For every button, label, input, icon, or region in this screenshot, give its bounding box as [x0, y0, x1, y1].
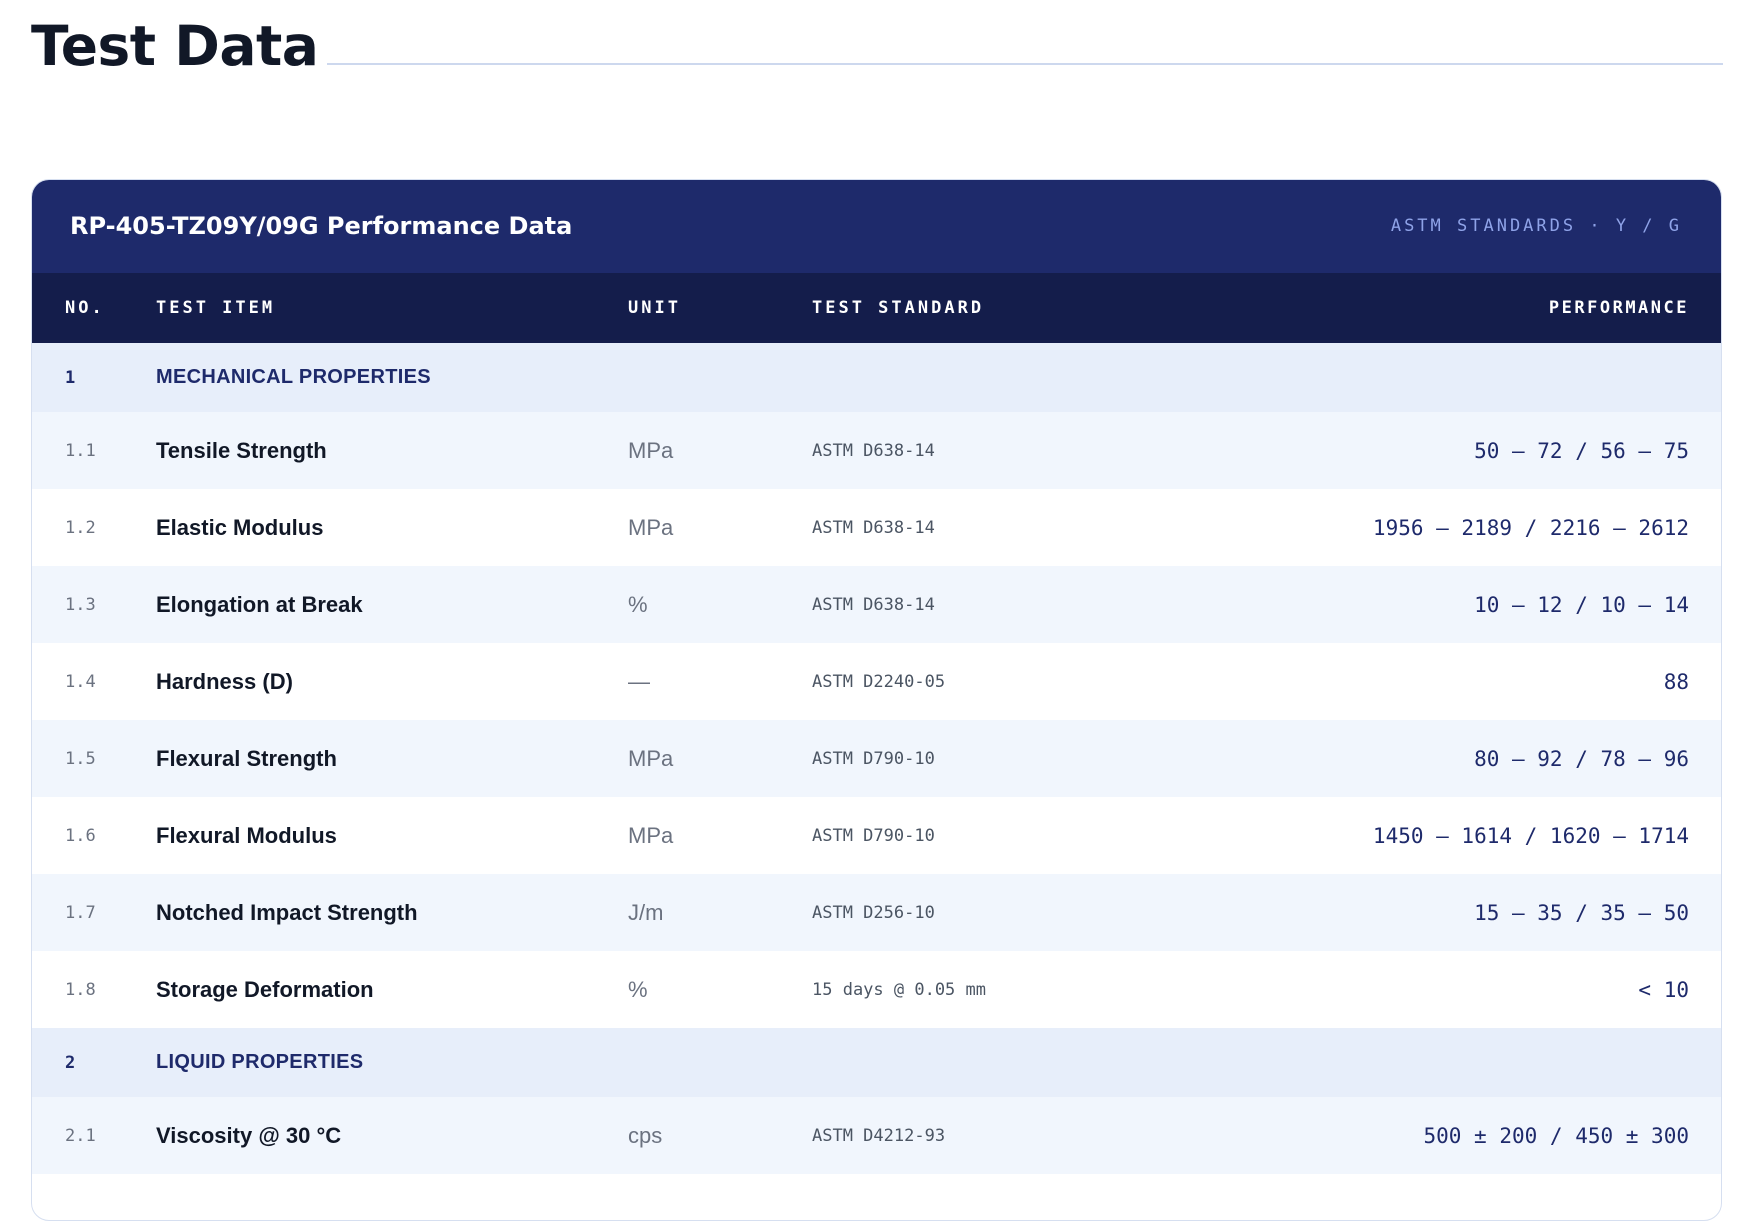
standards-tag: ASTM STANDARDS · Y / G: [1390, 216, 1682, 236]
unit-value: MPa: [628, 437, 674, 463]
row-number: 1.1: [65, 440, 96, 461]
table-row: 1.4 Hardness (D) — ASTM D2240-05 88: [32, 643, 1721, 720]
test-standard-value: 15 days @ 0.05 mm: [812, 979, 986, 1000]
column-header-test-item[interactable]: TEST ITEM: [156, 298, 276, 318]
section-row: 2 LIQUID PROPERTIES: [32, 1028, 1721, 1097]
table-row: 1.1 Tensile Strength MPa ASTM D638-14 50 – 7…: [32, 412, 1721, 489]
row-number: 1.7: [65, 902, 96, 923]
test-standard-value: ASTM D256-10: [812, 902, 935, 923]
test-standard-value: ASTM D4212-93: [812, 1125, 946, 1146]
performance-data-card: RP-405-TZ09Y/09G Performance Data ASTM S…: [31, 179, 1722, 1221]
table-row: 1.7 Notched Impact Strength J/m ASTM D256-1…: [32, 874, 1721, 951]
column-header-performance[interactable]: PERFORMANCE: [1548, 298, 1689, 318]
unit-value: %: [628, 591, 648, 617]
unit-value: MPa: [628, 514, 674, 540]
column-header-test-standard[interactable]: TEST STANDARD: [812, 298, 985, 318]
card-header: RP-405-TZ09Y/09G Performance Data ASTM S…: [32, 180, 1721, 273]
test-item-name: Flexural Modulus: [156, 822, 337, 848]
row-number: 2.1: [65, 1125, 96, 1146]
performance-value: 10 – 12 / 10 – 14: [1474, 592, 1689, 617]
test-item-name: Elongation at Break: [156, 591, 363, 617]
test-item-name: Flexural Strength: [156, 745, 337, 771]
performance-table: NO. TEST ITEM UNIT TEST STANDARD PERFORM…: [32, 273, 1721, 1174]
table-body: 1 MECHANICAL PROPERTIES 1.1 Tensile Strengt…: [32, 343, 1721, 1174]
performance-value: 1450 – 1614 / 1620 – 1714: [1372, 823, 1689, 848]
column-header-no[interactable]: NO.: [65, 298, 105, 318]
table-row: 2.1 Viscosity @ 30 °C cps ASTM D4212-93 500 …: [32, 1097, 1721, 1174]
test-item-name: Hardness (D): [156, 668, 293, 694]
page-header: Test Data: [31, 14, 1723, 78]
test-standard-value: ASTM D638-14: [812, 594, 935, 615]
row-number: 1.8: [65, 979, 96, 1000]
row-number: 1.2: [65, 517, 96, 538]
table-row: 1.3 Elongation at Break% ASTM D638-14 10 – …: [32, 566, 1721, 643]
unit-value: —: [628, 668, 650, 694]
performance-value: 50 – 72 / 56 – 75: [1474, 438, 1689, 463]
table-header: NO. TEST ITEM UNIT TEST STANDARD PERFORM…: [32, 273, 1721, 343]
test-standard-value: ASTM D790-10: [812, 825, 935, 846]
section-title: MECHANICAL PROPERTIES: [156, 366, 431, 388]
row-number: 1.6: [65, 825, 96, 846]
table-row: 1.6 Flexural Modulus MPa ASTM D790-10 1450 –…: [32, 797, 1721, 874]
unit-value: cps: [628, 1122, 663, 1148]
performance-value: 1956 – 2189 / 2216 – 2612: [1372, 515, 1689, 540]
section-row: 1 MECHANICAL PROPERTIES: [32, 343, 1721, 412]
test-standard-value: ASTM D790-10: [812, 748, 935, 769]
card-title: RP-405-TZ09Y/09G Performance Data: [70, 212, 573, 240]
page-title: Test Data: [31, 14, 319, 78]
unit-value: MPa: [628, 822, 674, 848]
test-item-name: Elastic Modulus: [156, 514, 324, 540]
performance-value: 80 – 92 / 78 – 96: [1474, 746, 1689, 771]
test-item-name: Tensile Strength: [156, 437, 327, 463]
test-item-name: Viscosity @ 30 °C: [156, 1122, 342, 1148]
table-row: 1.2 Elastic Modulus MPa ASTM D638-14 1956 – …: [32, 489, 1721, 566]
table-row: 1.5 Flexural Strength MPa ASTM D790-10 80 – …: [32, 720, 1721, 797]
table-row: 1.8 Storage Deformation% 15 days @ 0.05 mm…: [32, 951, 1721, 1028]
row-number: 1.4: [65, 671, 96, 692]
test-standard-value: ASTM D2240-05: [812, 671, 946, 692]
test-item-name: Storage Deformation: [156, 976, 374, 1002]
performance-value: 15 – 35 / 35 – 50: [1474, 900, 1689, 925]
row-number: 1.3: [65, 594, 96, 615]
section-title: LIQUID PROPERTIES: [156, 1051, 364, 1073]
row-number: 1.5: [65, 748, 96, 769]
performance-value: 88: [1663, 669, 1689, 694]
section-number: 1: [65, 367, 76, 388]
performance-value: < 10: [1638, 977, 1689, 1002]
test-item-name: Notched Impact Strength: [156, 899, 418, 925]
unit-value: J/m: [628, 899, 664, 925]
performance-value: 500 ± 200 / 450 ± 300: [1423, 1123, 1689, 1148]
test-standard-value: ASTM D638-14: [812, 440, 935, 461]
title-divider: [327, 63, 1723, 65]
unit-value: MPa: [628, 745, 674, 771]
unit-value: %: [628, 976, 648, 1002]
column-header-unit[interactable]: UNIT: [628, 298, 681, 318]
section-number: 2: [65, 1052, 76, 1073]
table-header-row: NO. TEST ITEM UNIT TEST STANDARD PERFORM…: [32, 273, 1721, 343]
test-standard-value: ASTM D638-14: [812, 517, 935, 538]
